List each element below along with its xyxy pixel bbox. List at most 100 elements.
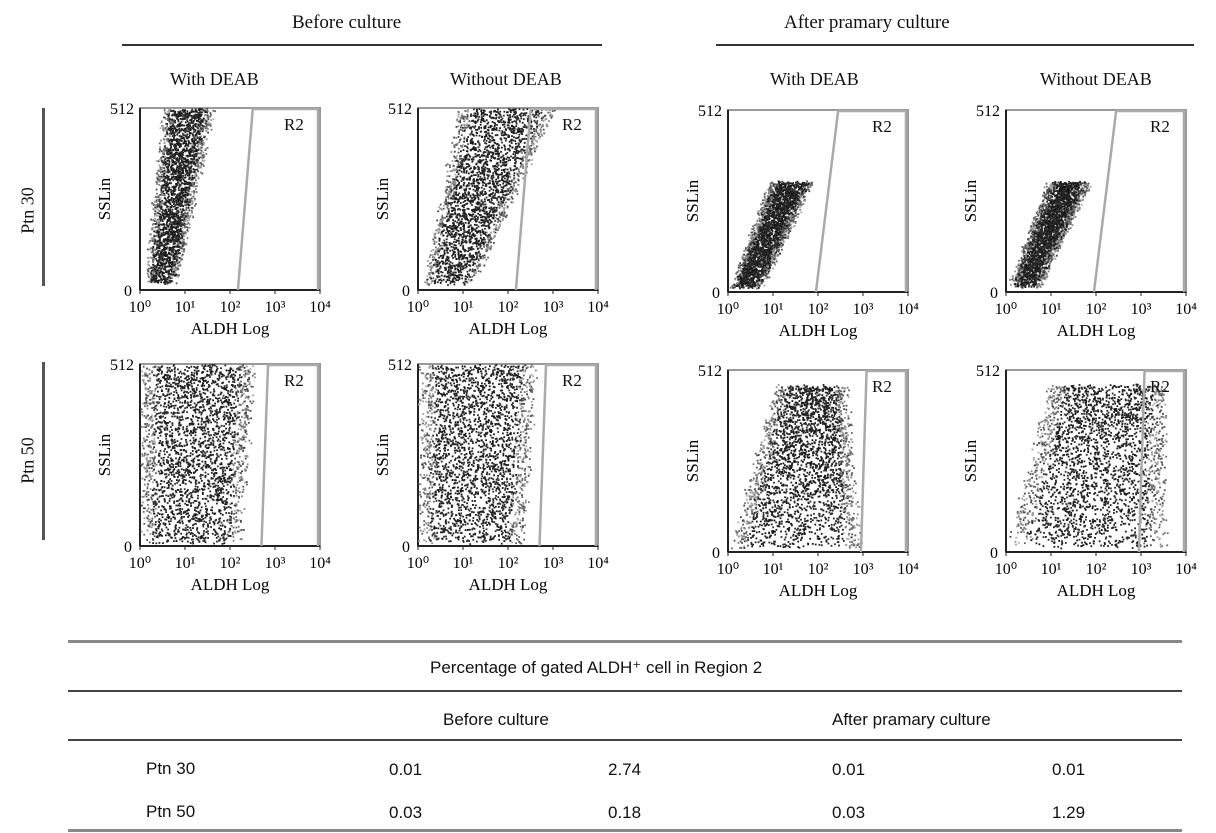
x-tick-label: 10²	[808, 301, 829, 318]
table-cell: 1.29	[1052, 803, 1085, 823]
table-cell: 2.74	[608, 760, 641, 780]
y-tick-label: 0	[990, 285, 998, 302]
x-tick-label: 10³	[853, 561, 874, 578]
table-col-after: After pramary culture	[832, 710, 991, 730]
x-tick-label: 10²	[498, 299, 519, 316]
gate-r2-outline	[859, 369, 908, 553]
x-tick-label: 10²	[220, 299, 241, 316]
x-axis-label: ALDH Log	[1057, 321, 1136, 340]
x-axis-label: ALDH Log	[191, 319, 270, 338]
gate-label: R2	[284, 371, 304, 390]
x-tick-label: 10³	[543, 555, 564, 572]
y-axis-label: SSLin	[961, 439, 980, 482]
y-axis-label: SSLin	[683, 439, 702, 482]
x-tick-label: 10²	[498, 555, 519, 572]
y-tick-label: 0	[124, 539, 132, 556]
x-tick-label: 10³	[853, 301, 874, 318]
row-label-ptn50: Ptn 50	[18, 431, 39, 491]
condition-label-3: With DEAB	[770, 69, 859, 90]
x-tick-label: 10⁴	[309, 299, 331, 316]
row-bar-ptn30	[42, 108, 45, 286]
x-tick-label: 10⁰	[717, 301, 739, 318]
row-label-ptn30: Ptn 30	[18, 181, 39, 241]
x-tick-label: 10¹	[175, 299, 196, 316]
flow-panel-ptn50-before-with-deab: R2 0 512 10⁰ 10¹ 10² 10³ 10⁴ ALDH Log SSLin	[95, 357, 331, 594]
gate-label: R2	[284, 115, 304, 134]
x-axis-label: ALDH Log	[191, 575, 270, 594]
event-cloud	[140, 364, 256, 545]
group-header-after-rule	[716, 44, 1194, 46]
table-cell: 0.03	[832, 803, 865, 823]
x-tick-label: 10³	[1131, 301, 1152, 318]
event-cloud	[1009, 383, 1169, 550]
group-header-before-rule	[122, 44, 602, 46]
gate-label: R2	[1150, 377, 1170, 396]
x-tick-label: 10⁴	[587, 299, 609, 316]
flow-panel-ptn30-before-without-deab: R2 0 512 10⁰ 10¹ 10² 10³ 10⁴ ALDH Log SSLin	[373, 101, 609, 338]
x-axis-label: ALDH Log	[1057, 581, 1136, 600]
x-tick-label: 10⁴	[309, 555, 331, 572]
table-title: Percentage of gated ALDH⁺ cell in Region…	[430, 658, 762, 678]
y-axis-label: SSLin	[95, 433, 114, 476]
x-tick-label: 10⁰	[407, 299, 429, 316]
table-cell: 0.01	[1052, 760, 1085, 780]
event-cloud	[731, 384, 863, 550]
x-tick-label: 10²	[808, 561, 829, 578]
flow-panel-ptn50-after-without-deab: R2 0 512 10⁰ 10¹ 10² 10³ 10⁴ ALDH Log SSLin	[961, 363, 1197, 600]
x-tick-label: 10⁰	[407, 555, 429, 572]
x-tick-label: 10²	[1086, 301, 1107, 318]
gate-r2-outline	[1137, 369, 1186, 553]
event-cloud	[1009, 180, 1092, 289]
event-cloud	[418, 364, 538, 545]
x-tick-label: 10¹	[453, 299, 474, 316]
gate-label: R2	[562, 115, 582, 134]
x-tick-label: 10⁴	[897, 561, 919, 578]
gate-r2-outline	[514, 107, 598, 291]
table-rule-2	[68, 690, 1182, 692]
y-axis-label: SSLin	[373, 177, 392, 220]
table-cell: 0.01	[832, 760, 865, 780]
table-rule-3	[68, 739, 1182, 741]
group-header-before: Before culture	[292, 12, 401, 34]
table-rule-top	[68, 640, 1182, 643]
table-row-label: Ptn 50	[146, 802, 195, 822]
x-tick-label: 10³	[543, 299, 564, 316]
x-axis-label: ALDH Log	[469, 575, 548, 594]
y-tick-label: 512	[110, 101, 134, 118]
event-cloud	[729, 180, 814, 290]
table-row-label: Ptn 30	[146, 759, 195, 779]
y-tick-label: 0	[990, 545, 998, 562]
row-bar-ptn50	[42, 362, 45, 540]
y-tick-label: 512	[110, 357, 134, 374]
gate-label: R2	[872, 117, 892, 136]
x-tick-label: 10⁴	[1175, 561, 1197, 578]
y-tick-label: 0	[712, 285, 720, 302]
gate-r2-outline	[260, 363, 320, 547]
gate-r2-outline	[236, 107, 320, 291]
x-tick-label: 10¹	[1041, 301, 1062, 318]
x-tick-label: 10⁰	[129, 555, 151, 572]
x-tick-label: 10⁴	[897, 301, 919, 318]
flow-panel-ptn30-after-without-deab: R2 0 512 10⁰ 10¹ 10² 10³ 10⁴ ALDH Log SSLin	[961, 103, 1197, 340]
y-tick-label: 512	[698, 103, 722, 120]
table-cell: 0.03	[389, 803, 422, 823]
x-tick-label: 10⁰	[995, 301, 1017, 318]
x-tick-label: 10⁴	[587, 555, 609, 572]
y-tick-label: 512	[388, 357, 412, 374]
flow-panel-ptn50-before-without-deab: R2 0 512 10⁰ 10¹ 10² 10³ 10⁴ ALDH Log SSLin	[373, 357, 609, 594]
flow-panel-ptn50-after-with-deab: R2 0 512 10⁰ 10¹ 10² 10³ 10⁴ ALDH Log SSLin	[683, 363, 919, 600]
x-tick-label: 10⁴	[1175, 301, 1197, 318]
gate-label: R2	[1150, 117, 1170, 136]
y-tick-label: 512	[976, 363, 1000, 380]
x-tick-label: 10³	[265, 555, 286, 572]
condition-label-1: With DEAB	[170, 69, 259, 90]
y-axis-label: SSLin	[373, 433, 392, 476]
gate-r2-outline	[1092, 109, 1186, 293]
x-axis-label: ALDH Log	[779, 321, 858, 340]
x-tick-label: 10³	[1131, 561, 1152, 578]
plot-frame	[727, 369, 909, 553]
y-axis-label: SSLin	[683, 179, 702, 222]
event-cloud	[146, 108, 216, 285]
condition-label-4: Without DEAB	[1040, 69, 1152, 90]
y-axis-label: SSLin	[95, 177, 114, 220]
